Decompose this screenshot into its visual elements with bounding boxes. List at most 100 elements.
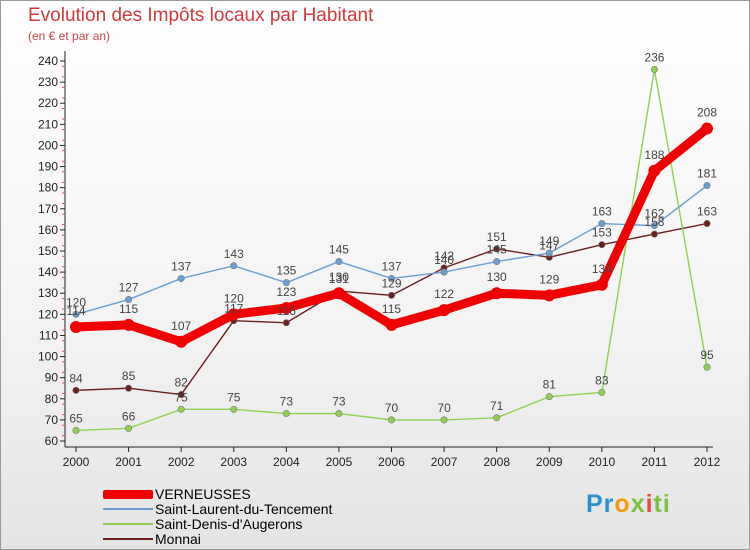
point-saint-denis-d-augerons	[125, 424, 133, 432]
data-label-saint-denis-d-augerons: 236	[644, 50, 664, 64]
y-tick-label: 70	[45, 413, 59, 427]
data-label-verneusses: 130	[487, 270, 507, 284]
x-tick-label: 2002	[168, 455, 195, 469]
series-layer	[70, 65, 713, 434]
y-tick-label: 140	[38, 265, 58, 279]
y-tick-label: 180	[38, 181, 58, 195]
x-tick-label: 2008	[483, 455, 510, 469]
data-label-saint-denis-d-augerons: 66	[122, 409, 136, 423]
legend-swatch-monnai	[103, 538, 153, 540]
data-label-saint-laurent-du-tencement: 135	[276, 264, 296, 278]
point-saint-denis-d-augerons	[177, 405, 185, 413]
data-label-verneusses: 114	[66, 304, 85, 318]
data-label-verneusses: 107	[171, 319, 191, 333]
point-saint-denis-d-augerons	[282, 410, 290, 418]
x-tick-label: 2001	[115, 455, 142, 469]
data-label-saint-denis-d-augerons: 65	[69, 411, 83, 425]
data-label-monnai: 158	[644, 215, 664, 229]
point-saint-laurent-du-tencement	[598, 220, 606, 228]
point-monnai	[650, 230, 658, 238]
data-label-monnai: 84	[69, 371, 83, 385]
y-tick-label: 60	[45, 434, 59, 448]
data-label-monnai: 151	[487, 230, 507, 244]
data-label-saint-denis-d-augerons: 70	[437, 401, 451, 415]
y-tick-label: 230	[38, 75, 58, 89]
data-label-monnai: 153	[592, 226, 612, 240]
data-label-saint-laurent-du-tencement: 143	[224, 247, 244, 261]
point-monnai	[703, 220, 711, 228]
point-saint-laurent-du-tencement	[282, 279, 290, 287]
point-monnai	[282, 319, 290, 327]
point-saint-laurent-du-tencement	[387, 274, 395, 282]
data-label-saint-denis-d-augerons: 73	[280, 395, 294, 409]
x-tick-label: 2010	[588, 455, 615, 469]
point-verneusses	[332, 287, 345, 300]
data-label-saint-laurent-du-tencement: 140	[434, 253, 454, 267]
data-label-monnai: 131	[329, 272, 349, 286]
point-saint-laurent-du-tencement	[493, 258, 501, 266]
legend-label-monnai: Monnai	[155, 531, 201, 547]
point-verneusses	[595, 278, 608, 291]
legend-label-saint-laurent: Saint-Laurent-du-Tencement	[155, 501, 333, 517]
data-label-monnai: 142	[434, 249, 454, 263]
data-label-saint-denis-d-augerons: 70	[385, 401, 399, 415]
data-label-monnai: 147	[539, 238, 559, 252]
point-saint-laurent-du-tencement	[545, 249, 553, 257]
point-verneusses	[648, 164, 661, 177]
data-label-saint-denis-d-augerons: 81	[543, 378, 557, 392]
data-label-monnai: 129	[381, 276, 401, 290]
point-monnai	[493, 245, 501, 253]
data-label-saint-laurent-du-tencement: 145	[487, 243, 507, 257]
data-label-saint-laurent-du-tencement: 163	[592, 205, 612, 219]
x-tick-label: 2007	[431, 455, 458, 469]
data-label-saint-denis-d-augerons: 73	[332, 395, 346, 409]
data-label-verneusses: 188	[644, 148, 664, 162]
data-label-monnai: 116	[277, 304, 296, 318]
point-verneusses	[122, 318, 135, 331]
chart-title: Evolution des Impôts locaux par Habitant	[28, 5, 374, 26]
point-saint-laurent-du-tencement	[650, 222, 658, 230]
point-monnai	[598, 241, 606, 249]
point-monnai	[387, 291, 395, 299]
point-saint-denis-d-augerons	[440, 416, 448, 424]
data-label-monnai: 82	[174, 376, 188, 390]
y-tick-label: 150	[38, 244, 58, 258]
x-tick-label: 2005	[326, 455, 353, 469]
data-label-saint-denis-d-augerons: 75	[227, 390, 241, 404]
point-saint-denis-d-augerons	[387, 416, 395, 424]
data-label-saint-laurent-du-tencement: 120	[66, 295, 86, 309]
point-saint-laurent-du-tencement	[440, 268, 448, 276]
point-verneusses	[227, 308, 240, 321]
data-label-saint-laurent-du-tencement: 137	[381, 259, 401, 273]
x-tick-label: 2009	[536, 455, 563, 469]
point-verneusses	[385, 318, 398, 331]
point-saint-denis-d-augerons	[230, 405, 238, 413]
x-tick-label: 2011	[642, 455, 668, 469]
x-tick-label: 2012	[694, 455, 721, 469]
y-tick-label: 80	[45, 392, 59, 406]
data-label-verneusses: 134	[592, 262, 612, 276]
data-label-verneusses: 208	[697, 106, 717, 120]
data-label-saint-denis-d-augerons: 75	[174, 390, 188, 404]
point-monnai	[72, 386, 80, 394]
x-tick-label: 2006	[378, 455, 405, 469]
point-verneusses	[490, 287, 503, 300]
proxiti-logo: Proxiti	[586, 490, 671, 518]
point-verneusses	[280, 302, 293, 314]
point-saint-denis-d-augerons	[72, 426, 80, 434]
x-tick-label: 2003	[220, 455, 247, 469]
point-saint-laurent-du-tencement	[125, 296, 133, 304]
point-saint-denis-d-augerons	[335, 410, 343, 418]
data-label-saint-laurent-du-tencement: 162	[644, 207, 664, 221]
y-tick-label: 100	[38, 350, 58, 364]
data-label-saint-laurent-du-tencement: 149	[539, 234, 559, 248]
data-label-verneusses: 115	[382, 302, 401, 316]
data-label-saint-denis-d-augerons: 95	[700, 348, 714, 362]
point-monnai	[125, 384, 133, 392]
point-verneusses	[438, 304, 451, 317]
point-saint-denis-d-augerons	[703, 363, 711, 371]
y-tick-label: 240	[38, 54, 58, 68]
series-line-saint-denis-d-augerons	[75, 68, 708, 432]
legend-swatch-saint-denis	[103, 523, 153, 525]
